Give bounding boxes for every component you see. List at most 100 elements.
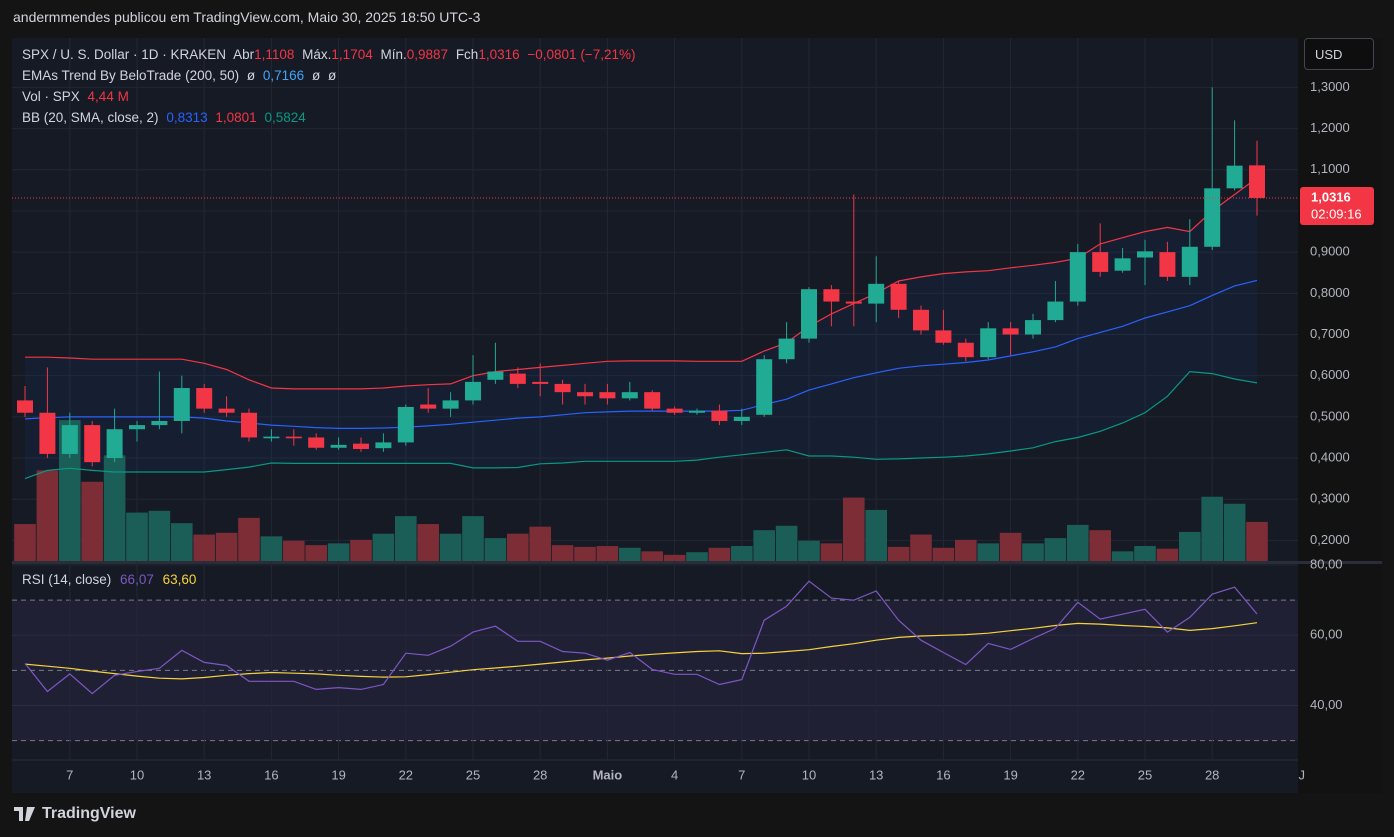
y-tick-label: 0,6000: [1310, 367, 1350, 382]
volume-bar: [551, 545, 574, 561]
candle-body: [1137, 251, 1153, 258]
legend-row: BB (20, SMA, close, 2) 0,8313 1,0801 0,5…: [22, 107, 639, 128]
candle-body: [1204, 188, 1221, 247]
bb-upper-line: [25, 177, 1258, 390]
volume-bar: [395, 516, 417, 561]
candle-body: [621, 392, 638, 399]
countdown: 02:09:16: [1311, 206, 1362, 221]
candle-body: [196, 388, 213, 409]
volume-bar: [507, 533, 529, 561]
candle-body: [39, 412, 56, 454]
candle-body: [1181, 246, 1198, 277]
candle-body: [1069, 252, 1086, 302]
candle-body: [353, 443, 369, 449]
volume-bar: [887, 546, 910, 561]
volume-bar: [14, 524, 36, 561]
candle-body: [1249, 165, 1265, 198]
rsi-tick-label: 80,00: [1310, 556, 1343, 571]
label: Abr: [233, 47, 255, 62]
volume-bar: [215, 532, 238, 561]
candle-body: [1226, 165, 1243, 189]
rsi-tick-label: 40,00: [1310, 697, 1343, 712]
label: Mín.: [380, 47, 407, 62]
y-tick-label: 0,2000: [1310, 532, 1350, 547]
x-tick-label: 10: [802, 767, 816, 782]
candle-body: [151, 420, 168, 426]
candle-body: [868, 283, 885, 304]
candle-body: [173, 388, 190, 421]
volume-bar: [283, 540, 305, 561]
candle-body: [845, 301, 862, 304]
volume-bar: [574, 546, 596, 561]
volume-bar: [1022, 543, 1044, 561]
candle-body: [1159, 252, 1176, 277]
volume-bar: [955, 539, 977, 561]
candle-body: [711, 410, 728, 421]
candle-body: [61, 425, 78, 454]
volume-bar: [36, 470, 59, 561]
volume-bar: [1223, 503, 1246, 561]
x-tick-label: 7: [738, 767, 745, 782]
volume-bar: [977, 543, 999, 561]
value: 1,0316: [478, 47, 520, 62]
candle-body: [397, 406, 414, 443]
currency-button[interactable]: USD: [1304, 38, 1374, 70]
rsi-ma-line: [24, 622, 1258, 680]
volume-bar: [193, 534, 215, 561]
logo-icon: [14, 807, 35, 821]
candle-body: [285, 436, 302, 439]
y-tick-label: 0,5000: [1310, 408, 1350, 423]
value: ø: [246, 68, 256, 83]
x-tick-label: 22: [399, 767, 413, 782]
volume-bar: [865, 509, 887, 561]
volume-bar: [1156, 548, 1179, 561]
value: 4,44 M: [87, 89, 129, 104]
value: 0,7166: [262, 68, 305, 83]
legend-row: Vol · SPX 4,44 M: [22, 86, 639, 107]
y-tick-label: 1,2000: [1310, 120, 1350, 135]
label: Máx.: [302, 47, 332, 62]
volume-bar: [126, 512, 148, 561]
candle-body: [801, 289, 817, 339]
candle-body: [913, 309, 929, 331]
volume-bar: [820, 543, 843, 561]
bb-lower-line: [24, 370, 1258, 480]
candle-body: [465, 381, 481, 401]
y-tick-label: 0,4000: [1310, 449, 1350, 464]
value: 0,9887: [406, 47, 449, 62]
candle-body: [375, 442, 392, 449]
candle-body: [509, 373, 526, 384]
indicator-name: BB (20, SMA, close, 2): [22, 110, 159, 125]
x-tick-label: 7: [66, 767, 73, 782]
x-tick-label: Maio: [593, 767, 623, 782]
label: Fch: [455, 47, 479, 62]
volume-bar: [708, 547, 731, 561]
x-tick-label: 13: [197, 767, 211, 782]
volume-bar: [999, 532, 1022, 561]
candle-body: [1047, 301, 1064, 321]
candle-body: [957, 342, 974, 358]
volume-bar: [305, 545, 327, 561]
volume-bar: [1179, 531, 1201, 561]
volume-bar: [641, 551, 663, 561]
x-tick-label: 28: [1205, 767, 1219, 782]
volume-bar: [148, 510, 171, 561]
volume-bar: [171, 523, 193, 561]
volume-bar: [417, 524, 439, 561]
indicator-name: Vol · SPX: [22, 89, 80, 104]
x-tick-label: 25: [466, 767, 480, 782]
y-tick-label: 0,3000: [1310, 491, 1350, 506]
volume-bar: [731, 546, 753, 561]
indicator-name: EMAs Trend By BeloTrade (200, 50): [22, 68, 240, 83]
value: ø: [311, 68, 321, 83]
candle-body: [308, 437, 325, 448]
candle-body: [890, 283, 907, 310]
symbol: SPX / U. S. Dollar · 1D · KRAKEN: [22, 47, 227, 62]
volume-bar: [1089, 530, 1111, 561]
value: 1,0801: [215, 110, 257, 125]
candle-body: [330, 444, 347, 448]
value: 1,1704: [331, 47, 373, 62]
volume-bar: [798, 540, 820, 561]
candle-body: [1002, 328, 1019, 335]
candle-body: [554, 383, 571, 393]
